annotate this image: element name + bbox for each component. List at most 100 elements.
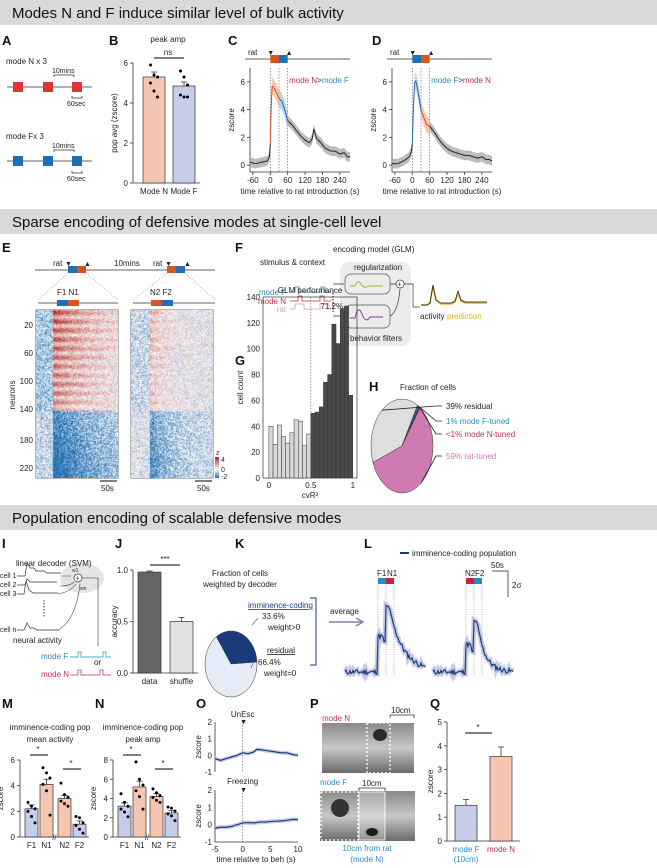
axes	[249, 68, 350, 173]
trace-segment	[339, 152, 345, 155]
data-point	[134, 760, 138, 764]
mode-f-label: mode F	[320, 778, 347, 787]
y-tick-label: 1	[208, 735, 213, 744]
population-trace	[432, 619, 514, 677]
leader-line	[381, 405, 442, 411]
slice-residual	[204, 636, 258, 698]
histogram-bar	[298, 420, 303, 479]
x-tick-label: F2	[167, 841, 177, 850]
mouse-icon	[366, 828, 378, 836]
chart-title: peak amp	[125, 735, 161, 744]
scale-label: 50s	[197, 484, 210, 493]
legend: mode N>mode F	[289, 76, 349, 85]
mode-n-stim	[72, 82, 82, 92]
panel-g-histogram: 0 20 40 60 80 100 120 140 0 0.5 1 71.2% GLM performa…	[236, 286, 358, 500]
panel-a-protocol: mode N x 3 10mins 60sec mode Fx 3 10mins…	[6, 57, 92, 183]
panel-label-a: A	[2, 33, 12, 48]
data-point	[179, 69, 182, 73]
histogram-bar	[281, 436, 286, 479]
data-point	[173, 809, 177, 813]
trace-segment	[451, 150, 456, 154]
data-point	[63, 802, 66, 806]
significance-label: *	[36, 745, 39, 754]
x-tick-label: 5	[268, 845, 273, 854]
error-bar	[136, 780, 143, 787]
leader-line	[417, 405, 442, 422]
trace-segment	[417, 91, 422, 110]
data-point	[182, 75, 186, 79]
chart-title: imminence-coding pop	[103, 723, 184, 732]
caption-line-1: 10cm from rat	[342, 844, 392, 853]
y-tick-label: 6	[124, 59, 129, 68]
epoch-label: F2	[475, 569, 485, 578]
rat-label: rat	[53, 259, 63, 268]
data-point	[123, 810, 126, 814]
panel-label-b: B	[109, 33, 118, 48]
histogram-bar	[272, 444, 278, 479]
data-point	[81, 831, 85, 835]
mode-n-block	[167, 266, 176, 273]
model-box	[340, 262, 411, 346]
y-tick-label: 6	[11, 756, 16, 765]
panel-k-pie: Fraction of cells weighted by decoder immi…	[202, 569, 365, 698]
y-tick-label: 1	[208, 803, 213, 812]
trace-segment	[442, 143, 448, 149]
chart-title: Fraction of cells	[400, 383, 456, 392]
stim-block	[278, 55, 288, 63]
y-tick-label: 3	[438, 766, 443, 775]
cell-label: cell n	[0, 627, 16, 634]
error-bar	[463, 798, 469, 806]
duration-label: 60sec	[67, 101, 86, 108]
y-axis-label: zscore	[194, 735, 203, 759]
population-trace	[344, 604, 426, 677]
colorbar	[215, 457, 219, 478]
trace-segment	[313, 128, 318, 139]
histogram-bar	[348, 395, 354, 479]
panel-n-chart: 0 2 4 6 8 zscore F1 N1 N2 F2 imminence-coding pop p…	[89, 723, 184, 850]
epoch-label: N2	[465, 569, 476, 578]
trace-segment	[459, 153, 465, 156]
stim-block	[378, 578, 386, 584]
trace-segment	[481, 156, 487, 160]
scale-label: 10cm	[391, 706, 411, 715]
trace-segment	[408, 151, 412, 157]
y-tick-label: 0	[383, 161, 388, 170]
panel-label-l: L	[364, 536, 372, 551]
stim-block	[474, 578, 482, 584]
trace-segment	[410, 144, 413, 152]
y-tick-label: 120	[247, 319, 261, 328]
weight-arrows	[57, 575, 81, 631]
data-point	[45, 789, 48, 793]
histogram-bar	[339, 308, 345, 479]
slice-imminence-coding	[216, 630, 258, 665]
panel-label-h: H	[369, 379, 378, 394]
x-axis-label: cvR²	[302, 491, 319, 500]
trace-segment	[249, 161, 256, 165]
y-tick-label: 0.5	[117, 618, 129, 627]
mode-f-regressor	[290, 286, 331, 293]
behavior-filters-label: behavior filters	[350, 334, 402, 343]
trace-segment	[300, 135, 306, 141]
interval-bracket	[53, 74, 75, 77]
histogram-bar	[335, 343, 341, 479]
cell-label: cell 2	[0, 582, 16, 589]
bar-mode-f	[454, 804, 478, 842]
panel-f-glm-diagram: encoding model (GLM) stimulus & context …	[258, 245, 487, 346]
panel-label-k: K	[235, 536, 245, 551]
scale-x-label: 50s	[491, 561, 504, 570]
y-tick-label: 2	[241, 133, 246, 142]
x-tick-label: 0	[268, 176, 273, 185]
mode-n-protocol-label: mode N x 3	[6, 57, 47, 66]
y-tick-label: 4	[438, 742, 443, 751]
regularization-label: regularization	[354, 263, 402, 272]
trace-freezing	[214, 818, 298, 829]
mode-n-block	[151, 300, 162, 306]
scale-bar	[492, 570, 509, 597]
section-header-bg-2	[0, 209, 657, 234]
panel-label-c: C	[228, 33, 238, 48]
error-bar	[76, 820, 83, 825]
data-point	[134, 789, 138, 793]
y-axis-label: pop avg (zscore)	[110, 93, 119, 153]
data-point	[152, 73, 156, 77]
